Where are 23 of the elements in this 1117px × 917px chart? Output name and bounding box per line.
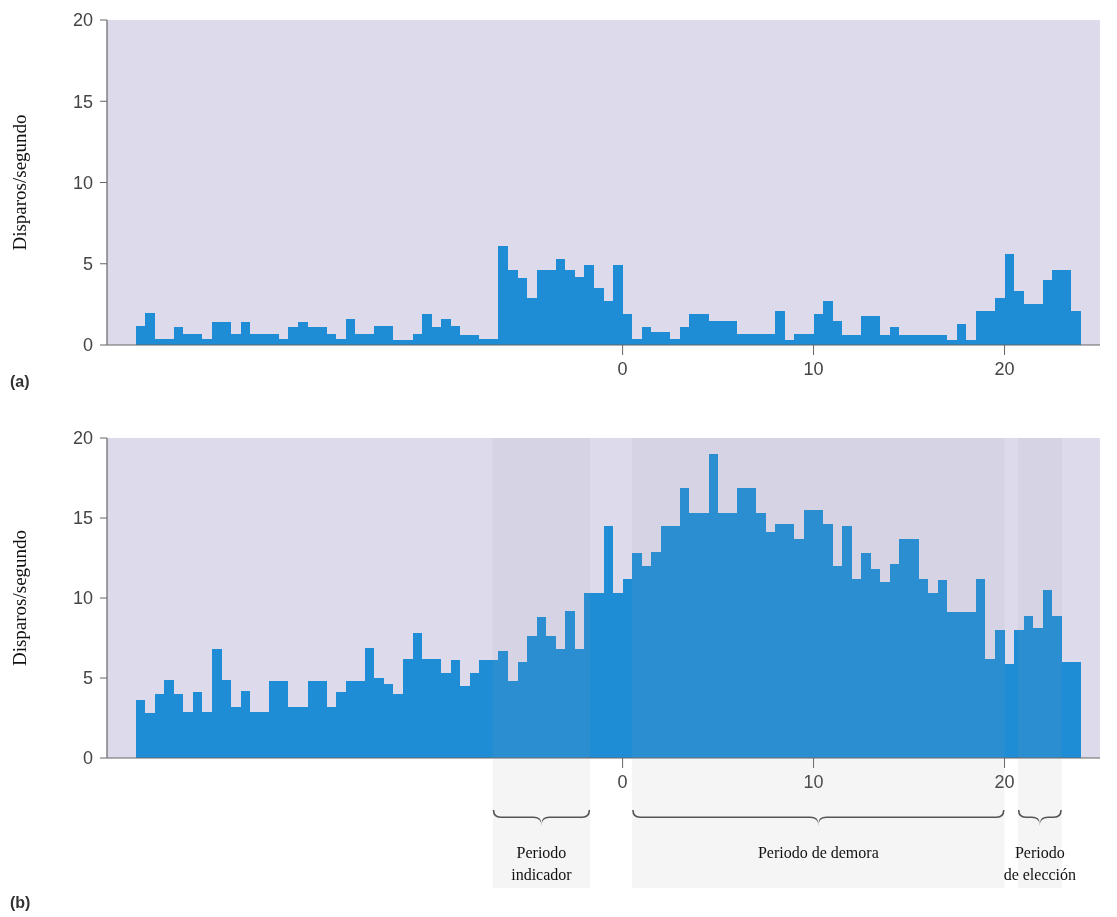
text: (a) [10,373,30,390]
x-tick-label: 10 [803,359,824,379]
x-tick-label: 0 [617,772,628,792]
y-tick-label: 0 [82,748,93,769]
y-tick-label: 15 [72,508,93,529]
y-axis-title: Disparos/segundo [9,114,30,251]
y-tick-label: 10 [72,588,93,609]
x-tick-label: 10 [803,772,824,792]
y-tick-label: 15 [72,91,93,112]
y-tick-label: 0 [82,335,93,356]
y-tick-label: 20 [72,10,93,31]
text: (b) [10,894,31,911]
x-tick-label: 20 [994,772,1015,792]
band-label: Periodo de elección [1003,844,1077,883]
y-tick-label: 5 [82,254,93,275]
y-tick-label: 20 [72,428,93,449]
x-tick-label: 20 [994,359,1015,379]
x-tick-label: 0 [617,359,628,379]
band-label: Periodo de demora [757,844,879,861]
y-axis-title: Disparos/segundo [9,529,30,667]
band-label: Periodo indicador [511,844,573,883]
y-tick-label: 5 [82,668,93,689]
y-tick-label: 10 [72,172,93,193]
